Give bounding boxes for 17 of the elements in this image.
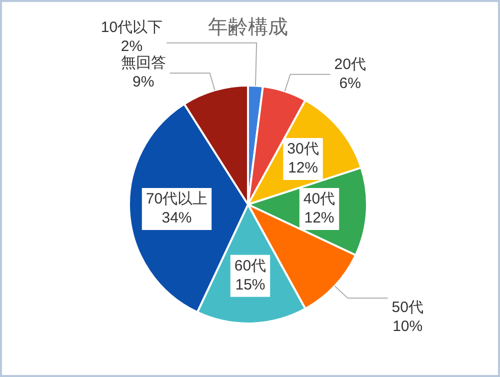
data-label: 12% <box>304 210 334 227</box>
slice-label: 無回答 <box>120 54 166 72</box>
slice-label: 70代以上 <box>146 190 208 208</box>
slice-label: 50代 <box>392 298 424 316</box>
slice-label: 30代 <box>287 140 319 158</box>
data-label: 12% <box>288 160 318 177</box>
slice-label: 20代 <box>334 56 366 73</box>
data-label: 15% <box>235 276 266 294</box>
chart-title: 年齢構成 <box>208 16 288 39</box>
data-label: 9% <box>132 74 154 91</box>
slice-label: 40代 <box>303 190 336 208</box>
data-label: 6% <box>339 74 361 92</box>
slice-label: 10代以下 <box>100 19 163 36</box>
data-label: 10% <box>392 318 423 335</box>
slice-label: 60代 <box>234 258 266 275</box>
data-label: 34% <box>162 210 192 227</box>
data-label: 2% <box>120 38 143 56</box>
